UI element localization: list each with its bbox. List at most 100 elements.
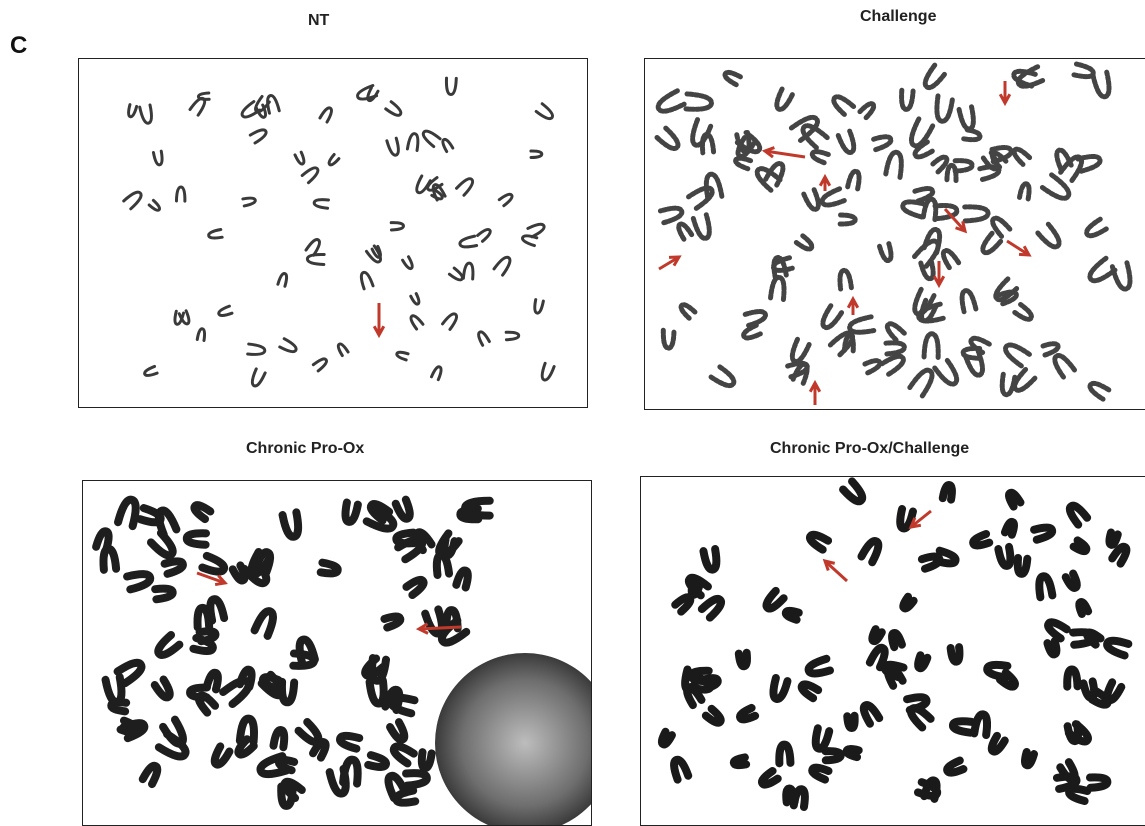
chromosome	[202, 668, 222, 694]
chromosome	[504, 330, 521, 342]
panel-letter: C	[10, 32, 28, 59]
chromosome	[441, 312, 459, 331]
chromosome	[521, 234, 539, 248]
chromosome	[1105, 528, 1122, 549]
chromosome	[918, 257, 936, 282]
chromosome	[1044, 618, 1071, 643]
chromosome	[300, 166, 320, 185]
chromosome	[934, 93, 956, 124]
panel-title-chronic: Chronic Pro-Ox	[246, 440, 365, 457]
chromosome	[361, 654, 388, 680]
chromosome	[1039, 341, 1061, 358]
chromosome	[1087, 687, 1112, 709]
chromosome	[847, 314, 877, 335]
chromosome	[405, 132, 420, 152]
chromosome	[444, 76, 458, 97]
chromosome	[341, 498, 362, 526]
chromosome	[657, 205, 685, 226]
chromosome	[159, 715, 187, 748]
aberration-arrow	[196, 571, 228, 587]
chromosome	[768, 274, 787, 303]
chromosome	[1017, 181, 1032, 202]
micrograph-nt	[78, 58, 588, 408]
chromosome	[359, 270, 375, 291]
chromosome	[811, 724, 834, 753]
chromosome	[912, 186, 936, 204]
chromosome	[877, 241, 894, 264]
chromosome	[961, 127, 983, 143]
chromosome	[440, 535, 459, 560]
chromosome	[983, 660, 1012, 682]
chromosome	[362, 503, 398, 533]
chromosome	[907, 367, 935, 399]
chromosome	[921, 331, 941, 360]
chromosome	[392, 528, 419, 548]
chromosome	[801, 187, 821, 212]
chromosome	[177, 309, 191, 326]
chromosome	[395, 350, 410, 362]
chromosome	[151, 149, 164, 167]
chromosome	[880, 660, 908, 682]
chromosome	[932, 546, 960, 568]
chromosome	[993, 276, 1020, 303]
chromosome	[151, 584, 177, 604]
chromosome	[114, 495, 140, 531]
chromosome	[857, 537, 883, 567]
chromosome	[999, 371, 1018, 398]
chromosome	[1063, 665, 1082, 691]
chromosome	[248, 128, 268, 145]
chromosome	[908, 116, 936, 149]
chromosome	[888, 629, 906, 652]
chromosome	[1075, 153, 1103, 174]
chromosome	[1090, 69, 1112, 100]
chromosome	[150, 675, 174, 702]
chromosome	[843, 711, 859, 733]
chromosome	[305, 252, 326, 266]
chromosome	[785, 360, 810, 380]
chromosome	[240, 100, 262, 119]
chromosome	[415, 174, 432, 195]
chromosome	[389, 221, 405, 232]
chromosome	[806, 530, 833, 554]
chromosome	[327, 153, 341, 167]
chromosome	[1075, 598, 1093, 618]
chromosome	[1087, 380, 1112, 402]
chromosome	[819, 186, 847, 208]
chromosome	[899, 592, 918, 613]
chromosome	[234, 735, 258, 759]
chromosome	[997, 289, 1019, 307]
chromosome	[1087, 255, 1118, 284]
chromosome	[256, 752, 291, 779]
chromosome	[1020, 747, 1038, 770]
chromosome	[190, 501, 215, 524]
chromosome	[196, 91, 211, 101]
chromosome	[789, 336, 812, 365]
chromosome	[837, 212, 858, 227]
metaphase-spread-nt	[122, 76, 556, 388]
chromosome	[1005, 488, 1025, 511]
chromosome	[364, 751, 390, 771]
chromosome	[1043, 637, 1061, 659]
chromosome	[384, 100, 403, 117]
chromosome	[919, 297, 940, 324]
chromosome	[995, 668, 1019, 691]
chromosome	[136, 504, 165, 527]
chromosome	[430, 365, 443, 382]
metaphase-spread-challenge	[654, 61, 1133, 405]
chromosome	[101, 673, 126, 707]
chromosome	[769, 673, 792, 703]
chromosome	[1054, 147, 1074, 172]
chromosome	[956, 104, 976, 132]
chromosome	[788, 114, 820, 143]
chromosome	[914, 651, 932, 673]
chromosome	[278, 508, 303, 541]
chromosome	[492, 255, 512, 277]
chromosome	[690, 117, 714, 148]
chromosome	[800, 123, 830, 152]
chromosome	[842, 745, 863, 762]
chromosome	[932, 356, 960, 387]
chromosome	[734, 648, 751, 671]
chromosome	[304, 238, 322, 257]
chromosome	[210, 742, 234, 769]
chromosome	[670, 755, 693, 784]
